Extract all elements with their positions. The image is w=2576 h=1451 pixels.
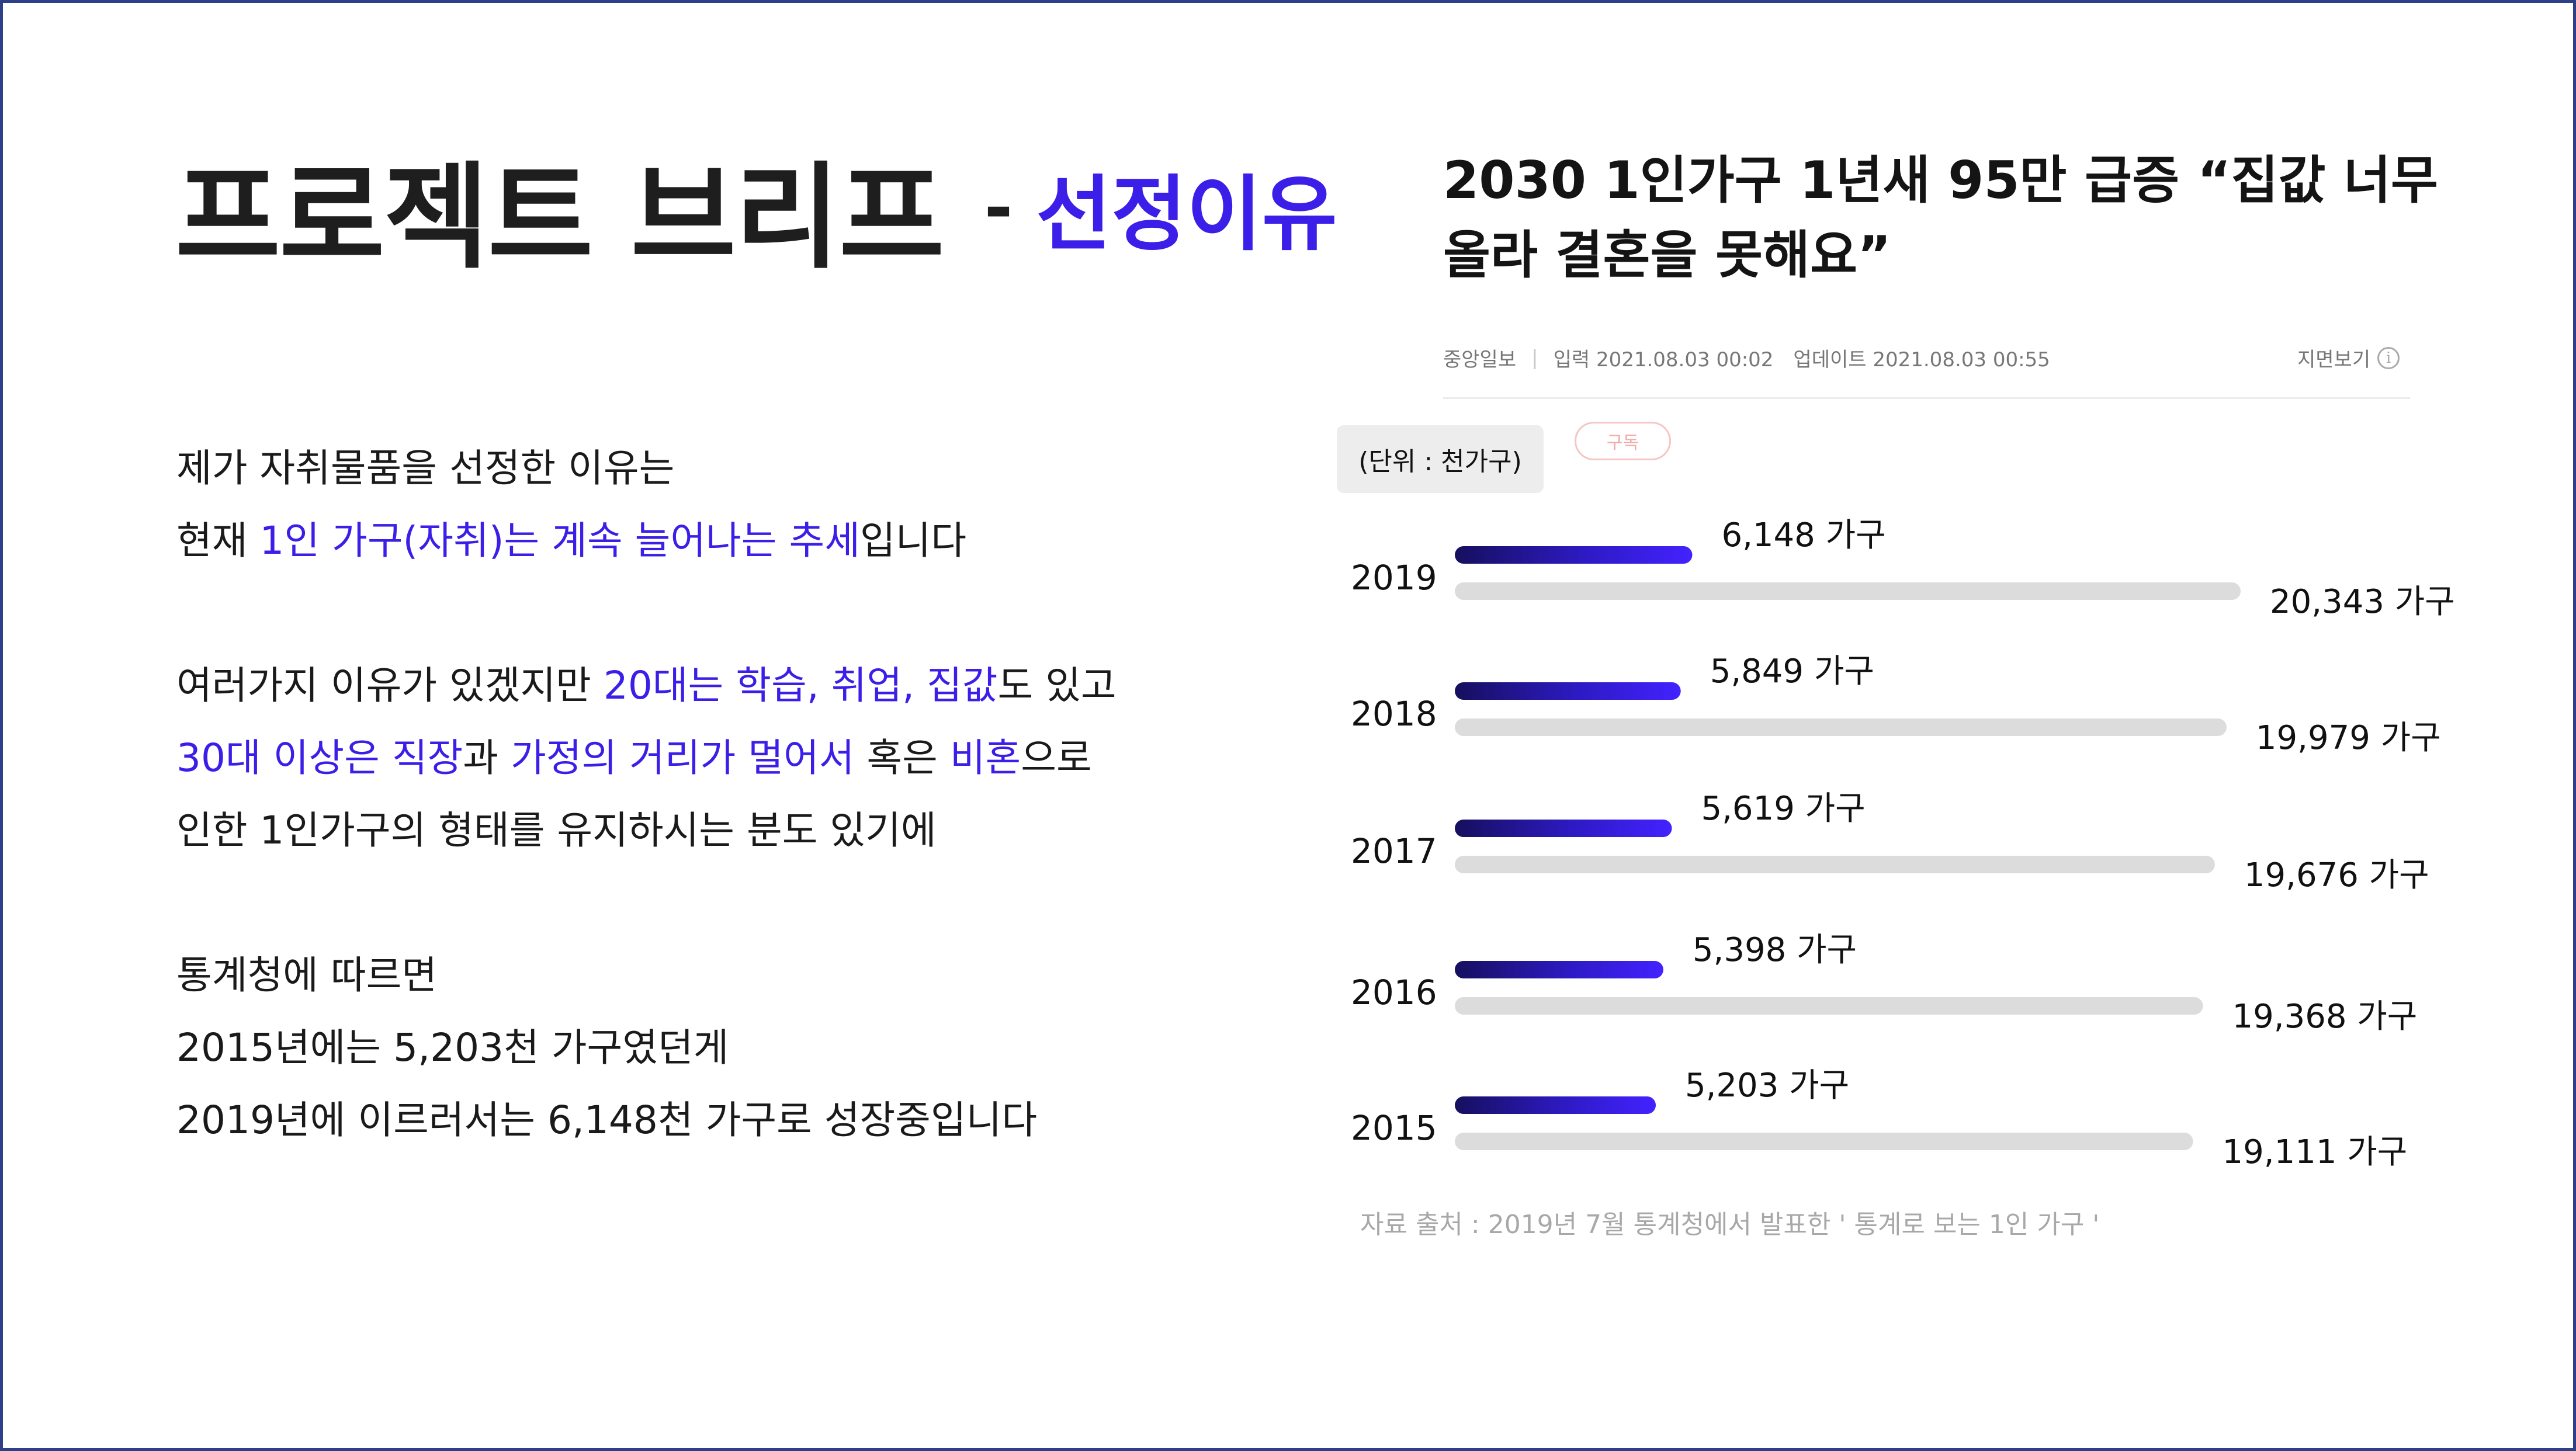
p2-line1: 여러가지 이유가 있겠지만 20대는 학습, 취업, 집값도 있고 [176, 650, 1287, 722]
value-label-single: 5,203 가구 [1685, 1067, 1849, 1105]
p1-line1: 제가 자취물품을 선정한 이유는 [176, 446, 675, 491]
bar-total-household [1455, 856, 2215, 873]
subscribe-button[interactable]: 구독 [1575, 422, 1671, 460]
bar-total-household [1455, 582, 2241, 600]
title-main: 프로젝트 브리프 [175, 151, 944, 284]
value-label-total: 19,979 가구 [2256, 719, 2441, 757]
value-label-single: 6,148 가구 [1721, 516, 1885, 554]
bar-total-household [1455, 1133, 2193, 1150]
bar-total-household [1455, 997, 2203, 1015]
plain-text: 혹은 [854, 735, 950, 780]
publisher: 중앙일보 [1443, 348, 1517, 372]
year-label: 2015 [1351, 1108, 1437, 1148]
info-icon: i [2377, 346, 2400, 369]
p2-line2: 30대 이상은 직장과 가정의 거리가 멀어서 혹은 비혼으로 [176, 722, 1287, 794]
paragraph-2: 여러가지 이유가 있겠지만 20대는 학습, 취업, 집값도 있고 30대 이상… [176, 650, 1287, 867]
update-time: 업데이트 2021.08.03 00:55 [1793, 348, 2050, 372]
paper-view-link[interactable]: 지면보기 i [2297, 343, 2400, 372]
input-time: 입력 2021.08.03 00:02 [1553, 348, 1774, 372]
year-label: 2017 [1351, 831, 1437, 871]
bar-total-household [1455, 718, 2227, 736]
value-label-total: 19,676 가구 [2244, 856, 2429, 894]
meta-divider [1443, 397, 2410, 399]
value-label-single: 5,619 가구 [1701, 790, 1866, 828]
p3-line2: 2015년에는 5,203천 가구였던게 [176, 1025, 729, 1070]
p1-line2: 현재 1인 가구(자취)는 계속 늘어나는 추세입니다 [176, 505, 1287, 577]
plain-text: 여러가지 이유가 있겠지만 [176, 663, 604, 708]
article-meta: 중앙일보 | 입력 2021.08.03 00:02 업데이트 2021.08.… [1443, 343, 2050, 372]
value-label-total: 19,368 가구 [2232, 998, 2418, 1036]
p3-line3: 2019년에 이르러서는 6,148천 가구로 성장중입니다 [176, 1098, 1038, 1143]
paragraph-3: 통계청에 따르면 2015년에는 5,203천 가구였던게 2019년에 이르러… [176, 939, 1287, 1157]
headline-line1: 2030 1인가구 1년새 95만 급증 “집값 너무 [1443, 150, 2439, 210]
value-label-single: 5,398 가구 [1693, 931, 1857, 969]
headline-line2: 올라 결혼을 못해요” [1443, 225, 1891, 285]
bar-single-household [1455, 1096, 1656, 1114]
highlight-text: 20대는 학습, 취업, 집값 [603, 663, 998, 708]
value-label-total: 20,343 가구 [2270, 583, 2455, 621]
unit-badge: (단위 : 천가구) [1337, 425, 1544, 493]
bar-single-household [1455, 546, 1693, 564]
value-label-total: 19,111 가구 [2223, 1133, 2408, 1171]
paper-view-label: 지면보기 [2297, 348, 2371, 372]
highlight-text: 1인 가구(자취)는 계속 늘어나는 추세 [259, 518, 860, 563]
plain-text: 으로 [1021, 735, 1092, 780]
article-headline: 2030 1인가구 1년새 95만 급증 “집값 너무 올라 결혼을 못해요” [1443, 143, 2466, 293]
title-sub: 선정이유 [1036, 167, 1337, 262]
bar-single-household [1455, 820, 1672, 837]
meta-separator: | [1531, 346, 1538, 370]
year-label: 2016 [1351, 973, 1437, 1012]
p3-line1: 통계청에 따르면 [176, 953, 438, 998]
plain-text: 도 있고 [997, 663, 1117, 708]
slide-title: 프로젝트 브리프 - 선정이유 [175, 143, 1337, 284]
highlight-text: 비혼 [949, 735, 1021, 780]
title-dash: - [984, 167, 1013, 248]
body-text: 제가 자취물품을 선정한 이유는 현재 1인 가구(자취)는 계속 늘어나는 추… [176, 432, 1287, 1157]
year-label: 2018 [1351, 694, 1437, 734]
p2-line3: 인한 1인가구의 형태를 유지하시는 분도 있기에 [176, 808, 937, 853]
highlight-text: 30대 이상은 직장 [176, 735, 463, 780]
paragraph-1: 제가 자취물품을 선정한 이유는 현재 1인 가구(자취)는 계속 늘어나는 추… [176, 432, 1287, 577]
chart-source: 자료 출처 : 2019년 7월 통계청에서 발표한 ' 통계로 보는 1인 가… [1360, 1210, 2100, 1240]
plain-text: 현재 [176, 518, 260, 563]
highlight-text: 가정의 거리가 멀어서 [510, 735, 855, 780]
plain-text: 입니다 [859, 518, 967, 563]
bar-single-household [1455, 682, 1681, 700]
bar-single-household [1455, 961, 1663, 978]
value-label-single: 5,849 가구 [1710, 652, 1874, 690]
year-label: 2019 [1351, 558, 1437, 598]
plain-text: 과 [463, 735, 511, 780]
